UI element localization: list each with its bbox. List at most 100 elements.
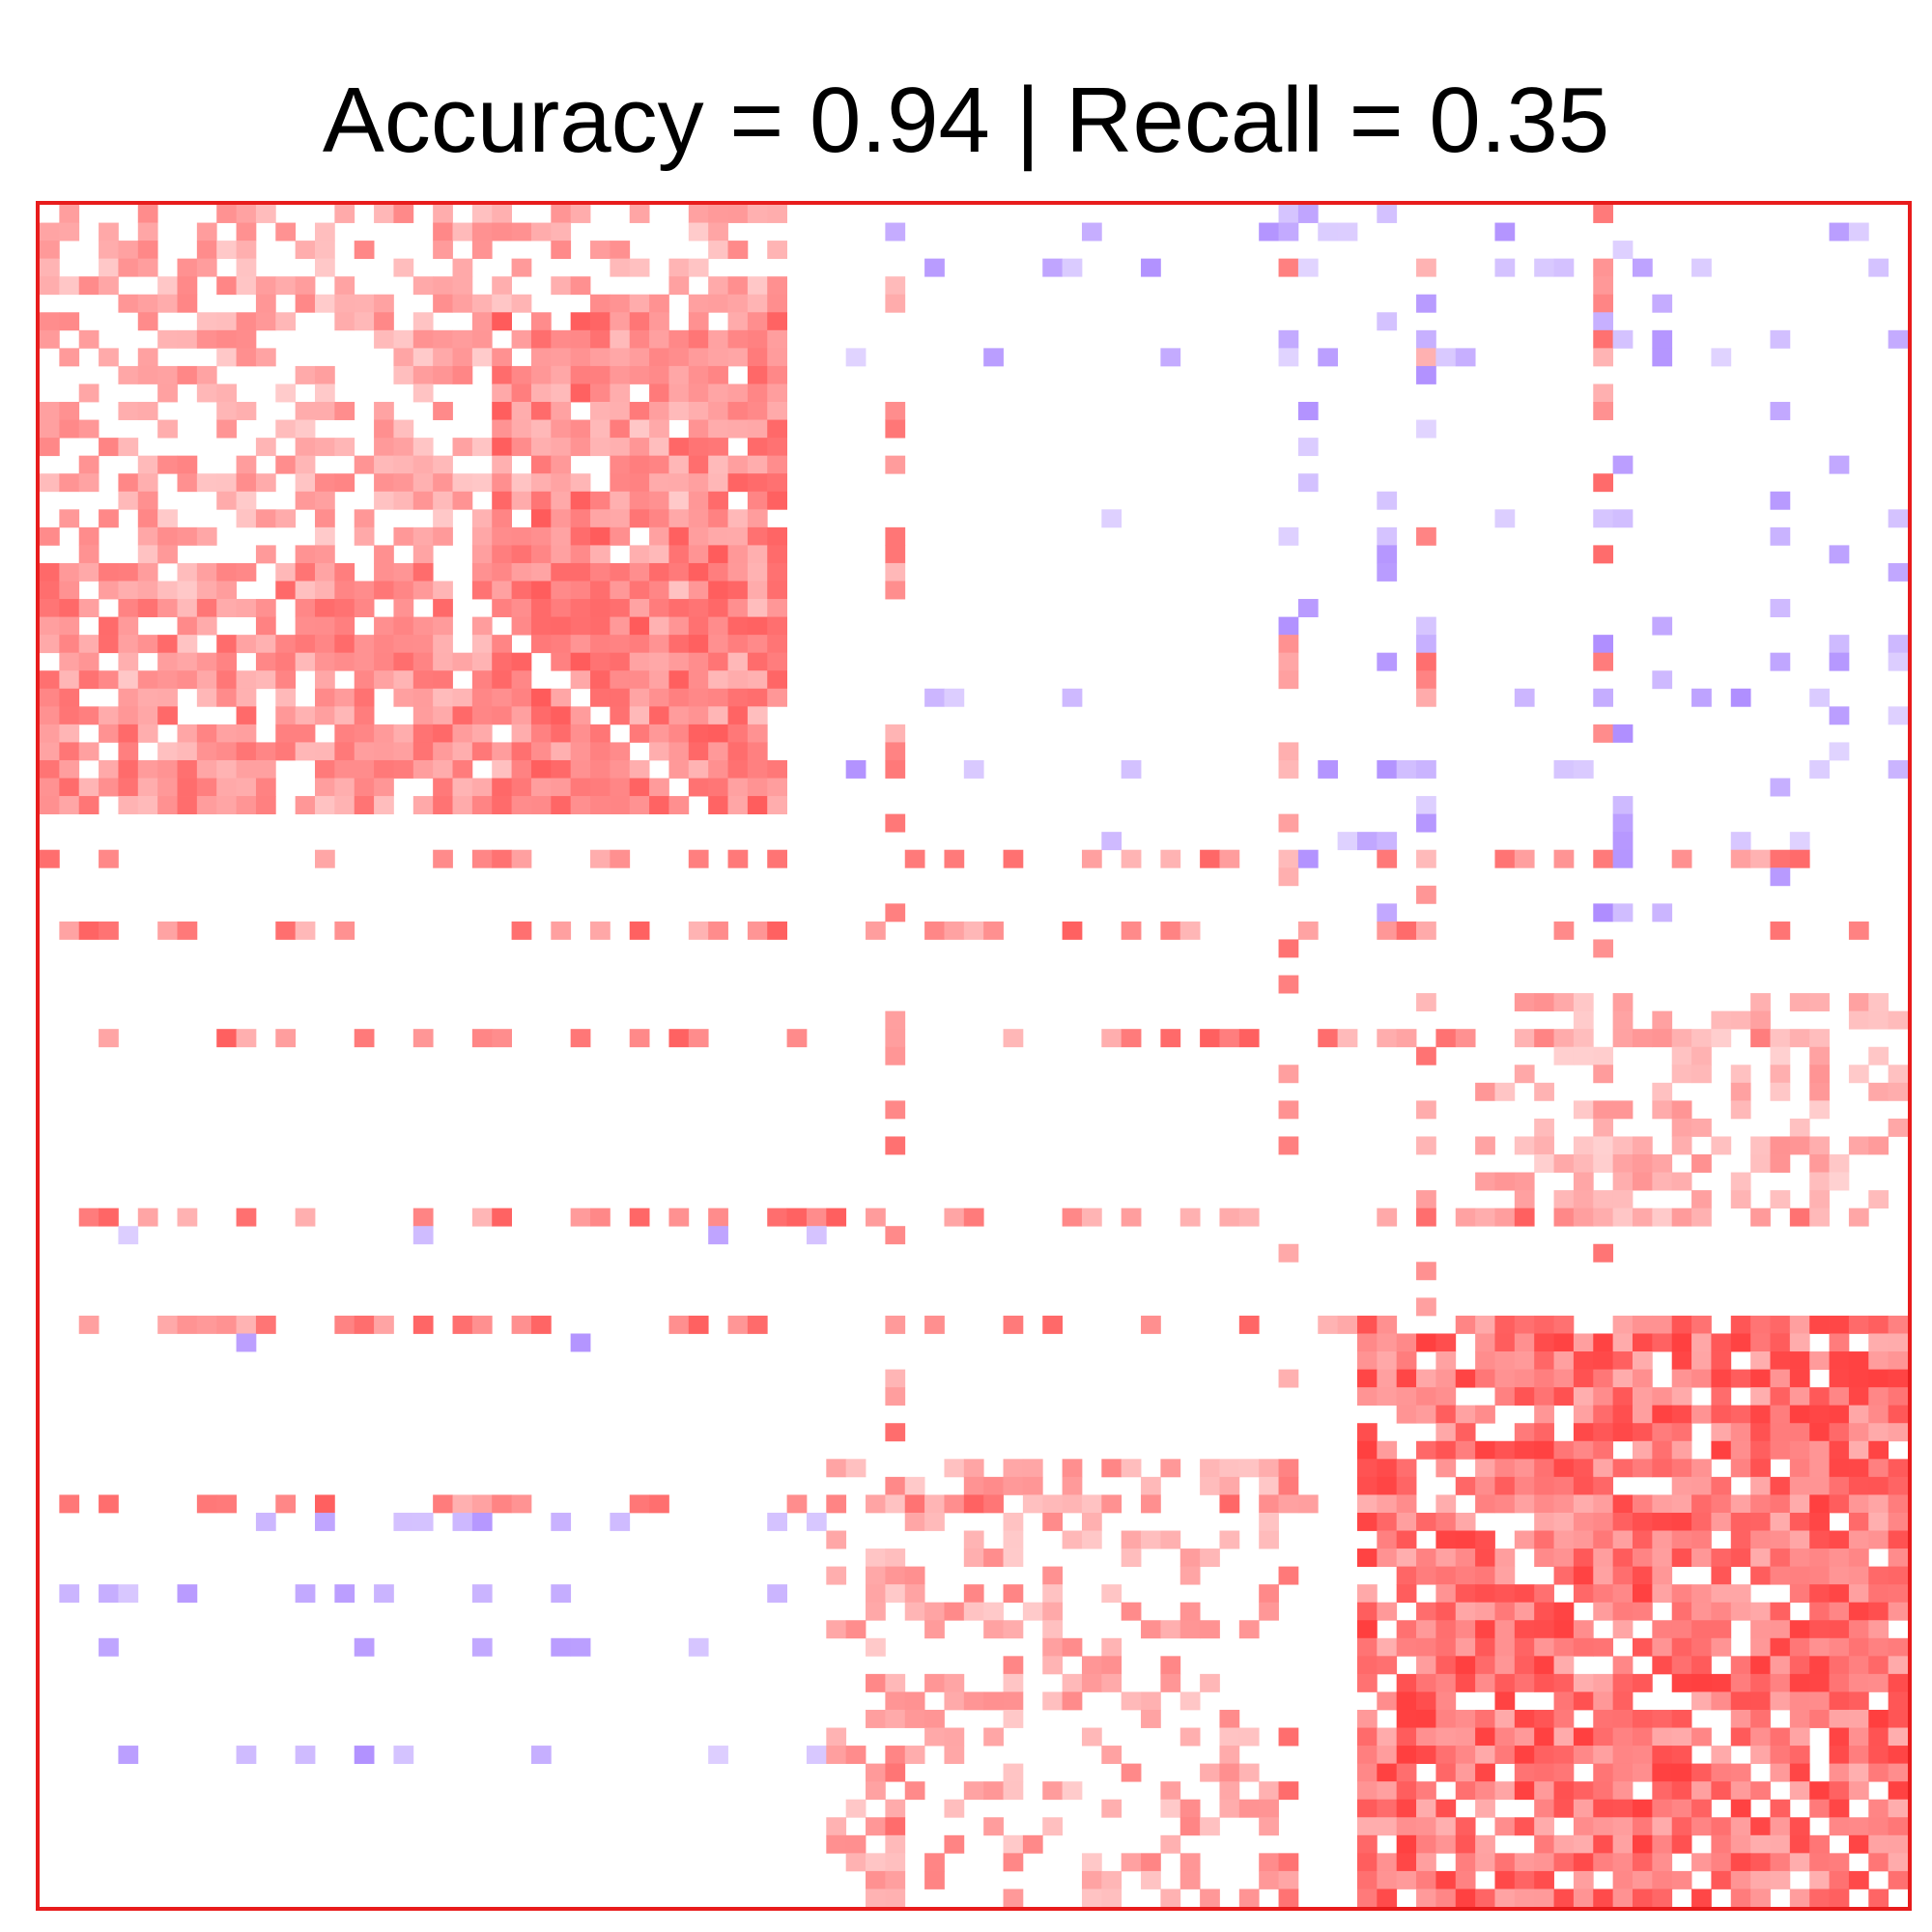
heatmap-cell: [354, 1315, 375, 1334]
heatmap-cell: [1789, 1208, 1810, 1227]
heatmap-cell: [1829, 545, 1850, 564]
heatmap-cell: [1888, 1781, 1909, 1801]
heatmap-cell: [1652, 1781, 1673, 1801]
heatmap-cell: [1829, 1781, 1850, 1801]
heatmap-cell: [924, 1853, 945, 1872]
heatmap-cell: [610, 294, 631, 313]
heatmap-cell: [1455, 1746, 1476, 1765]
heatmap-cell: [767, 329, 787, 349]
heatmap-cell: [1848, 1369, 1869, 1388]
heatmap-cell: [315, 509, 335, 528]
heatmap-cell: [1219, 1781, 1240, 1801]
heatmap-cell: [1632, 1459, 1653, 1478]
heatmap-cell: [610, 562, 631, 582]
heatmap-cell: [216, 635, 237, 654]
heatmap-cell: [492, 205, 512, 223]
heatmap-cell: [1553, 1656, 1575, 1675]
heatmap-cell: [216, 241, 237, 260]
heatmap-cell: [59, 419, 80, 439]
heatmap-cell: [315, 258, 335, 277]
heatmap-cell: [393, 616, 414, 636]
heatmap-cell: [1829, 1369, 1850, 1388]
heatmap-cell: [629, 1494, 650, 1514]
heatmap-cell: [1809, 1781, 1830, 1801]
heatmap-cell: [334, 688, 355, 707]
heatmap-cell: [747, 419, 768, 439]
heatmap-cell: [1593, 384, 1614, 403]
heatmap-cell: [885, 1387, 906, 1406]
heatmap-cell: [1888, 1459, 1909, 1478]
heatmap-cell: [511, 1315, 532, 1334]
heatmap-cell: [59, 562, 80, 582]
heatmap-cell: [1396, 1746, 1417, 1765]
heatmap-cell: [1553, 1440, 1575, 1460]
heatmap-cell: [727, 473, 749, 493]
heatmap-cell: [1396, 1853, 1417, 1872]
heatmap-cell: [1494, 1351, 1516, 1370]
heatmap-cell: [1593, 258, 1614, 277]
heatmap-cell: [944, 1673, 965, 1692]
heatmap-cell: [590, 312, 611, 331]
heatmap-cell: [1770, 1602, 1791, 1621]
heatmap-cell: [1514, 688, 1535, 707]
heatmap-cell: [530, 1746, 552, 1765]
heatmap-cell: [885, 1226, 906, 1245]
heatmap-cell: [78, 455, 99, 474]
heatmap-cell: [1101, 1870, 1122, 1889]
heatmap-cell: [1003, 1315, 1024, 1334]
heatmap-cell: [1553, 1673, 1575, 1692]
heatmap-cell: [1534, 1351, 1554, 1370]
heatmap-cell: [433, 742, 453, 761]
heatmap-cell: [236, 562, 257, 582]
heatmap-cell: [688, 258, 709, 277]
heatmap-cell: [1593, 688, 1614, 707]
heatmap-cell: [1416, 688, 1436, 707]
heatmap-cell: [433, 509, 453, 528]
heatmap-cell: [1259, 1817, 1279, 1836]
heatmap-cell: [1356, 1656, 1378, 1675]
heatmap-cell: [1730, 1548, 1751, 1567]
heatmap-cell: [1612, 1512, 1634, 1531]
heatmap-cell: [1691, 1494, 1712, 1514]
heatmap-cell: [747, 652, 768, 671]
heatmap-cell: [492, 1208, 512, 1227]
heatmap-cell: [1160, 1781, 1181, 1801]
heatmap-cell: [1514, 993, 1535, 1012]
heatmap-cell: [315, 706, 335, 725]
heatmap-cell: [1809, 1190, 1830, 1209]
heatmap-cell: [1278, 526, 1299, 546]
heatmap-cell: [747, 294, 768, 313]
heatmap-cell: [315, 759, 335, 779]
heatmap-cell: [629, 294, 650, 313]
heatmap-cell: [157, 635, 178, 654]
heatmap-cell: [1377, 1548, 1398, 1567]
heatmap-cell: [668, 276, 690, 296]
heatmap-cell: [137, 402, 158, 420]
heatmap-cell: [412, 652, 434, 671]
heatmap-cell: [177, 778, 198, 797]
heatmap-cell: [1121, 759, 1142, 779]
heatmap-cell: [1475, 1602, 1495, 1621]
heatmap-cell: [99, 706, 119, 725]
heatmap-cell: [727, 778, 749, 797]
heatmap-cell: [1730, 1315, 1751, 1334]
heatmap-cell: [708, 545, 728, 564]
heatmap-cell: [1848, 1781, 1869, 1801]
heatmap-cell: [1573, 1799, 1594, 1818]
heatmap-cell: [1612, 993, 1634, 1012]
heatmap-cell: [1219, 1530, 1240, 1549]
heatmap-cell: [649, 455, 669, 474]
heatmap-cell: [767, 581, 787, 600]
heatmap-cell: [1593, 1566, 1614, 1585]
heatmap-cell: [1652, 1100, 1673, 1120]
heatmap-cell: [157, 384, 178, 403]
heatmap-cell: [433, 473, 453, 493]
heatmap-cell: [747, 921, 768, 940]
heatmap-cell: [374, 312, 394, 331]
heatmap-cell: [1652, 1530, 1673, 1549]
heatmap-cell: [1553, 1494, 1575, 1514]
heatmap-cell: [433, 402, 453, 420]
heatmap-cell: [137, 562, 158, 582]
heatmap-cell: [1848, 1566, 1869, 1585]
heatmap-cell: [157, 921, 178, 940]
